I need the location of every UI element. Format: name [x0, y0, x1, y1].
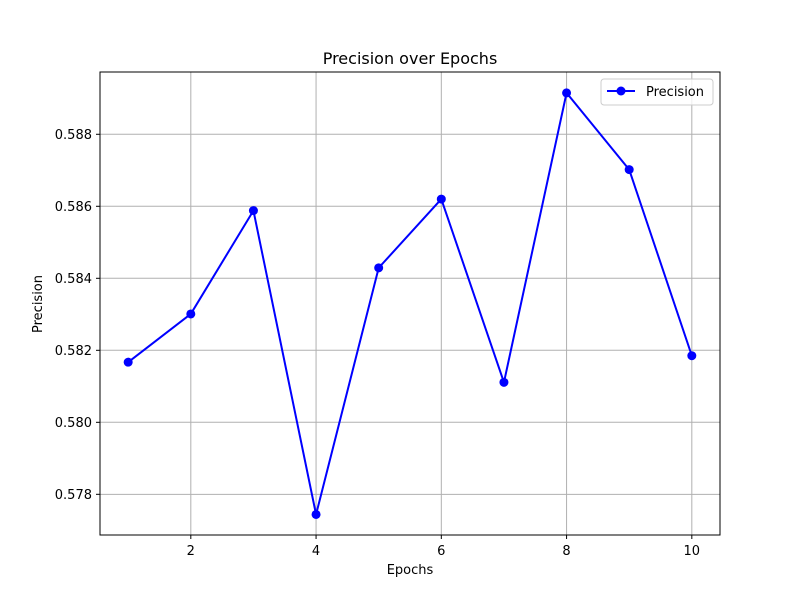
legend-label: Precision: [646, 85, 704, 100]
y-tick-label: 0.582: [55, 344, 92, 359]
data-point: [624, 165, 634, 175]
legend-marker-swatch: [616, 86, 626, 96]
data-point: [499, 377, 509, 387]
x-tick-label: 4: [312, 544, 320, 559]
y-tick-label: 0.586: [55, 200, 92, 215]
y-tick-label: 0.584: [55, 272, 92, 287]
x-tick-label: 2: [187, 544, 195, 559]
data-point: [123, 357, 133, 367]
x-axis: 2 4 6 8 10: [187, 535, 700, 559]
y-axis-label: Precision: [31, 275, 46, 333]
data-point: [311, 509, 321, 519]
x-axis-label: Epochs: [387, 563, 434, 578]
series-layer: [123, 88, 697, 519]
y-axis: 0.578 0.580 0.582 0.584 0.586 0.588: [55, 128, 100, 503]
data-point: [562, 88, 572, 98]
grid-layer: [100, 72, 720, 535]
x-tick-label: 8: [562, 544, 570, 559]
series-line-precision: [127, 91, 693, 516]
plot-area-frame: [99, 71, 721, 536]
y-tick-label: 0.580: [55, 416, 92, 431]
y-tick-label: 0.578: [55, 488, 92, 503]
legend: Precision: [600, 78, 714, 106]
x-tick-label: 10: [684, 544, 701, 559]
data-point: [374, 263, 384, 273]
y-tick-label: 0.588: [55, 128, 92, 143]
x-tick-label: 6: [437, 544, 445, 559]
legend-box: [600, 78, 714, 106]
data-point: [186, 309, 196, 319]
data-point: [248, 206, 258, 216]
data-point: [436, 194, 446, 204]
data-point: [687, 351, 697, 361]
chart-title: Precision over Epochs: [323, 49, 498, 68]
